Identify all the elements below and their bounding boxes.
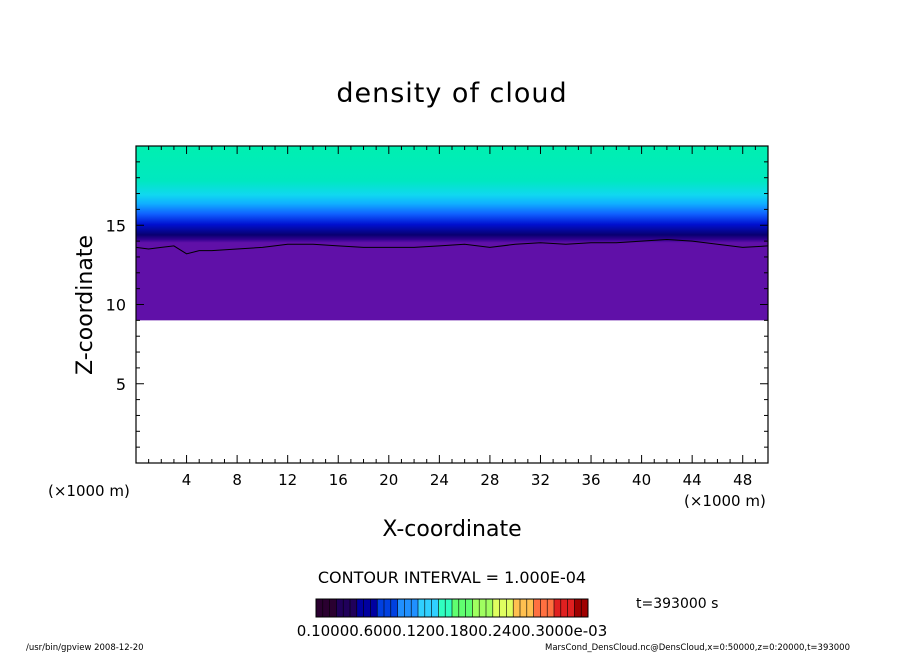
colorbar-segment xyxy=(377,599,385,617)
x-tick-label: 48 xyxy=(733,471,752,489)
y-tick-label: 5 xyxy=(116,375,126,394)
contour-line xyxy=(136,238,768,255)
colorbar-segment xyxy=(390,599,398,617)
x-tick-label: 40 xyxy=(632,471,651,489)
x-axis-label: X-coordinate xyxy=(382,517,521,542)
colorbar-segment xyxy=(533,599,541,617)
chart-title: density of cloud xyxy=(336,78,567,109)
colorbar-segment xyxy=(370,599,378,617)
colorbar-segment xyxy=(581,599,589,617)
footer-left-text: /usr/bin/gpview 2008-12-20 xyxy=(26,643,144,653)
colorbar-segment xyxy=(329,599,337,617)
colorbar-labels: 0.10000.6000.1200.1800.2400.3000e-03 xyxy=(297,622,607,640)
colorbar-segment xyxy=(316,599,324,617)
colorbar-segment xyxy=(526,599,534,617)
x-ticks: 4 8 12 16 20 24 28 32 36 40 44 48 xyxy=(148,146,756,489)
colorbar-segment xyxy=(363,599,371,617)
colorbar-segment xyxy=(560,599,568,617)
colorbar-segment xyxy=(411,599,419,617)
y-tick-label: 10 xyxy=(106,296,126,315)
colorbar-segment xyxy=(472,599,480,617)
colorbar-segment xyxy=(356,599,364,617)
x-tick-label: 28 xyxy=(480,471,499,489)
x-tick-label: 4 xyxy=(182,471,192,489)
colorbar-segment xyxy=(397,599,405,617)
colorbar-segment xyxy=(465,599,473,617)
colorbar-segment xyxy=(486,599,494,617)
y-axis-label: Z-coordinate xyxy=(73,235,98,375)
x-tick-label: 8 xyxy=(232,471,242,489)
colorbar-segment xyxy=(350,599,358,617)
colorbar-segment xyxy=(424,599,432,617)
colorbar-segment xyxy=(343,599,351,617)
colorbar-segment xyxy=(438,599,446,617)
cloud-density-field xyxy=(136,146,768,321)
x-unit-label-right: (×1000 m) xyxy=(684,492,766,510)
colorbar-segment xyxy=(520,599,528,617)
colorbar-segment xyxy=(567,599,575,617)
x-tick-label: 20 xyxy=(379,471,398,489)
time-label: t=393000 s xyxy=(636,596,718,612)
colorbar xyxy=(315,599,589,617)
colorbar-segment xyxy=(431,599,439,617)
colorbar-segment xyxy=(445,599,453,617)
x-tick-label: 36 xyxy=(581,471,600,489)
colorbar-frame xyxy=(315,598,589,618)
x-unit-label-left: (×1000 m) xyxy=(48,482,130,500)
colorbar-segment xyxy=(513,599,521,617)
contour-interval-text: CONTOUR INTERVAL = 1.000E-04 xyxy=(318,568,586,587)
x-tick-label: 24 xyxy=(430,471,449,489)
colorbar-segment xyxy=(492,599,500,617)
colorbar-segment xyxy=(554,599,562,617)
x-tick-label: 44 xyxy=(683,471,702,489)
colorbar-segment xyxy=(404,599,412,617)
colorbar-segment xyxy=(418,599,426,617)
y-tick-label: 15 xyxy=(106,216,126,235)
colorbar-segment xyxy=(547,599,555,617)
colorbar-segment xyxy=(322,599,330,617)
colorbar-segment xyxy=(540,599,548,617)
x-tick-label: 16 xyxy=(329,471,348,489)
colorbar-segment xyxy=(574,599,582,617)
colorbar-segment xyxy=(506,599,514,617)
colorbar-segment xyxy=(452,599,460,617)
x-tick-label: 32 xyxy=(531,471,550,489)
colorbar-segment xyxy=(336,599,344,617)
colorbar-segment xyxy=(499,599,507,617)
y-ticks: 5 10 15 xyxy=(106,161,768,448)
x-tick-label: 12 xyxy=(278,471,297,489)
colorbar-segment xyxy=(479,599,487,617)
footer-right-text: MarsCond_DensCloud.nc@DensCloud,x=0:5000… xyxy=(545,643,850,653)
colorbar-segment xyxy=(384,599,392,617)
colorbar-segment xyxy=(458,599,466,617)
